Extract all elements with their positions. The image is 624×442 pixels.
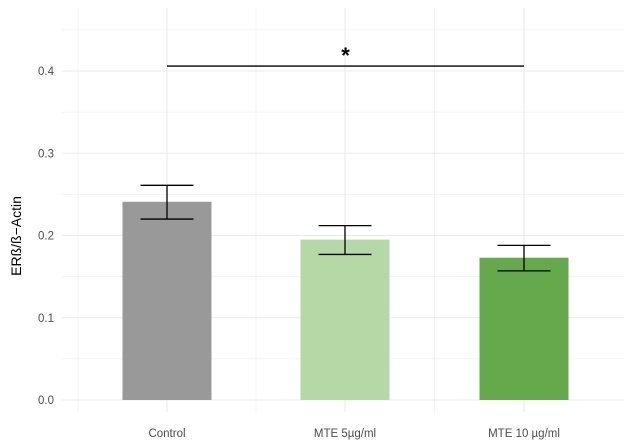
bar-1 xyxy=(122,201,212,400)
y-tick-label: 0.1 xyxy=(38,313,54,325)
y-tick-labels: 0.0 0.1 0.2 0.3 0.4 xyxy=(38,66,55,407)
x-tick-labels: Control MTE 5µg/ml MTE 10 µg/ml xyxy=(148,428,559,440)
bar-3 xyxy=(479,257,569,400)
x-tick-label: MTE 5µg/ml xyxy=(314,428,376,440)
error-bars xyxy=(140,184,551,272)
y-tick-label: 0.4 xyxy=(38,66,55,78)
y-axis-title: ERß/ß−Actin xyxy=(8,196,24,276)
bars xyxy=(122,201,569,400)
x-tick-label: MTE 10 µg/ml xyxy=(488,428,560,440)
bar-2 xyxy=(300,239,390,400)
y-tick-label: 0.0 xyxy=(38,395,54,407)
significance-label: * xyxy=(341,43,350,68)
y-tick-label: 0.2 xyxy=(38,231,54,243)
significance-annotation: * xyxy=(167,43,524,68)
y-tick-label: 0.3 xyxy=(38,148,54,160)
x-tick-label: Control xyxy=(148,428,185,440)
